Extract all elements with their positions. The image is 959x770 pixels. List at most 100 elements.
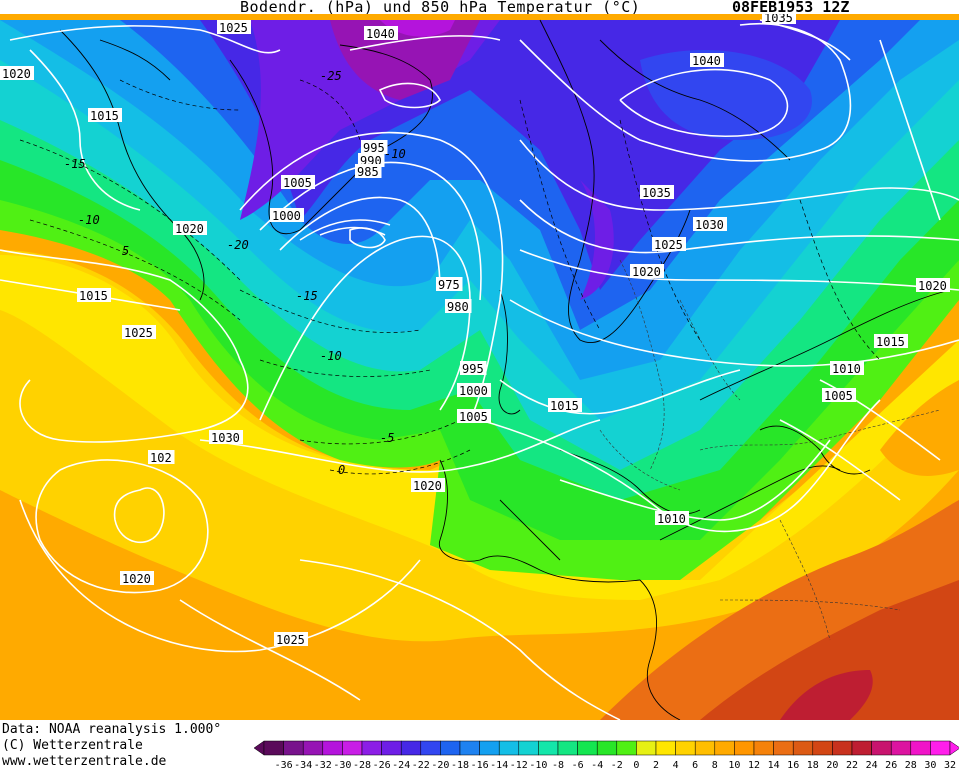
pressure-label-text: 1010 [657, 512, 686, 526]
colorbar-tick-label: -32 [314, 760, 332, 770]
colorbar-tick-label: -28 [353, 760, 371, 770]
pressure-label-text: 1020 [122, 572, 151, 586]
colorbar-tick-label: 24 [866, 760, 878, 770]
colorbar-tick-label: -30 [333, 760, 351, 770]
colorbar-swatch [655, 740, 676, 756]
temperature-label: -10 [78, 213, 100, 227]
colorbar-tick-label: 30 [924, 760, 936, 770]
colorbar-tick-label: 16 [787, 760, 799, 770]
temperature-label: -20 [227, 238, 249, 252]
pressure-label: 1010 [830, 361, 864, 376]
colorbar-tick-label: 4 [673, 760, 679, 770]
colorbar-tick-label: -18 [451, 760, 469, 770]
temperature-label: 0 [338, 463, 345, 477]
temp-field-violet-2 [580, 180, 614, 300]
pressure-label: 1020 [173, 221, 207, 236]
colorbar-tick-label: 2 [653, 760, 659, 770]
temperature-label: -10 [384, 147, 406, 161]
pressure-label-text: 1025 [276, 633, 305, 647]
colorbar-tick-label: -26 [373, 760, 391, 770]
colorbar-tick-label: 18 [807, 760, 819, 770]
pressure-label-text: 1005 [459, 410, 488, 424]
colorbar-tick-label: -34 [294, 760, 312, 770]
pressure-label: 1015 [874, 334, 908, 349]
colorbar-swatch [734, 740, 755, 756]
pressure-label: 1005 [457, 409, 491, 424]
pressure-labels: 1025 104010351020101510401035103010251020… [0, 14, 950, 647]
colorbar-tick-label: 8 [712, 760, 718, 770]
colorbar-swatch [263, 740, 284, 756]
colorbar-tick-label: -2 [611, 760, 623, 770]
pressure-label-text: 1015 [90, 109, 119, 123]
pressure-label-text: 995 [363, 141, 385, 155]
colorbar-swatch [498, 740, 520, 756]
pressure-label-text: 1020 [2, 67, 31, 81]
colorbar-tick-label: -8 [552, 760, 564, 770]
pressure-label-text: 1035 [642, 186, 671, 200]
pressure-label-text: 1015 [550, 399, 579, 413]
colorbar-arrow-left [254, 740, 265, 756]
pressure-label: 1020 [0, 66, 34, 81]
pressure-label: 1020 [120, 571, 154, 586]
country-borders [599, 259, 941, 641]
colorbar-tick-label: -4 [591, 760, 603, 770]
pressure-label: 102 [148, 450, 175, 465]
pressure-label-text: 1025 [654, 238, 683, 252]
footer: Data: NOAA reanalysis 1.000° (C) Wetterz… [2, 722, 221, 770]
colorbar-tick-label: 14 [768, 760, 780, 770]
colorbar-tick-label: 32 [944, 760, 956, 770]
pressure-label-text: 1030 [695, 218, 724, 232]
pressure-label-text: 1020 [632, 265, 661, 279]
pressure-label: 995 [460, 361, 487, 376]
weather-map: 1025 104010351020101510401035103010251020… [0, 14, 959, 720]
colorbar-tick-label: 10 [728, 760, 740, 770]
colorbar-swatch [616, 740, 637, 756]
colorbar-swatch [773, 740, 794, 756]
pressure-label: 995 [361, 140, 388, 155]
colorbar-tick-label: 12 [748, 760, 760, 770]
pressure-label: 1010 [655, 511, 689, 526]
map-title: Bodendr. (hPa) und 850 hPa Temperatur (°… [240, 0, 641, 16]
pressure-label-text: 1010 [832, 362, 861, 376]
temperature-label: -10 [320, 349, 342, 363]
temperature-colorbar: -36 -34 -32 -30 -28 -26 -24 -22 -20 -18 -16 -14 -12-… [254, 740, 959, 770]
pressure-label-text: 1030 [211, 431, 240, 445]
colorbar-swatch [596, 740, 618, 756]
pressure-label: 1030 [209, 430, 243, 445]
colorbar-swatch [694, 740, 716, 756]
pressure-label: 1015 [548, 398, 582, 413]
colorbar-swatch [361, 740, 382, 756]
pressure-label-text: 1035 [764, 14, 793, 25]
pressure-label: 1025 [652, 237, 686, 252]
colorbar-tick-label: 28 [905, 760, 917, 770]
colorbar-swatch [812, 740, 833, 756]
pressure-label-text: 1040 [366, 27, 395, 41]
pressure-label: 1035 [640, 185, 674, 200]
colorbar-swatch [342, 740, 363, 756]
colorbar-swatch [322, 740, 343, 756]
pressure-label-text: 1020 [175, 222, 204, 236]
colorbar-swatch [910, 740, 931, 756]
colorbar-tick-label: -24 [392, 760, 410, 770]
temp-field-se-hottest [780, 670, 873, 720]
pressure-label: 1000 [457, 383, 491, 398]
colorbar-swatch [557, 740, 578, 756]
colorbar-swatch [930, 740, 951, 756]
colorbar-tick-label: 22 [846, 760, 858, 770]
colorbar-tick-label: -16 [471, 760, 489, 770]
pressure-label: 1015 [77, 288, 111, 303]
temperature-label: -15 [64, 157, 86, 171]
pressure-label-text: 1025 [219, 21, 248, 35]
colorbar-tick-label: -36 [275, 760, 293, 770]
pressure-label-text: 1025 [124, 326, 153, 340]
pressure-label-text: 1005 [824, 389, 853, 403]
pressure-label: 1025 [217, 20, 251, 35]
website-link[interactable]: www.wetterzentrale.de [2, 754, 167, 769]
pressure-label-text: 102 [150, 451, 172, 465]
colorbar-swatch [636, 740, 657, 756]
colorbar-swatch [832, 740, 853, 756]
colorbar-swatch [381, 740, 402, 756]
temp-field-se-hotter [700, 580, 959, 720]
map-datestamp: 08FEB1953 12Z [732, 0, 850, 16]
pressure-label: 1025 [274, 632, 308, 647]
